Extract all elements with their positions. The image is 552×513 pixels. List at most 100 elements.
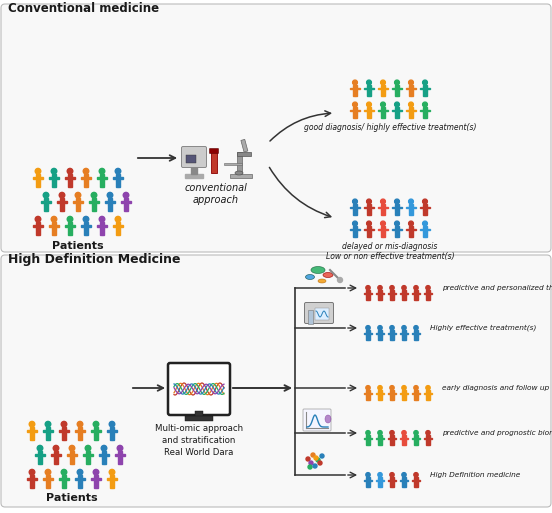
Bar <box>426 295 428 300</box>
Bar <box>378 435 381 441</box>
Bar <box>367 390 370 396</box>
Bar <box>104 225 107 227</box>
Bar <box>370 438 372 439</box>
Bar <box>395 91 397 96</box>
Bar <box>418 332 420 334</box>
Bar <box>83 455 86 456</box>
Bar <box>110 205 112 211</box>
Bar <box>406 229 409 230</box>
Bar <box>230 174 252 178</box>
Bar <box>41 201 44 203</box>
Bar <box>76 205 78 211</box>
Bar <box>425 113 427 118</box>
Bar <box>406 88 409 89</box>
Bar <box>388 332 390 334</box>
Circle shape <box>378 326 382 330</box>
Bar <box>78 482 79 488</box>
Bar <box>378 396 380 400</box>
Bar <box>185 174 203 178</box>
Bar <box>425 210 427 215</box>
Bar <box>392 483 394 487</box>
Text: predictive and prognostic biomarkers: predictive and prognostic biomarkers <box>442 430 552 436</box>
Bar <box>126 205 128 211</box>
Bar <box>107 430 110 432</box>
Bar <box>392 396 394 400</box>
Bar <box>421 229 423 230</box>
Bar <box>368 336 370 340</box>
Circle shape <box>59 192 65 198</box>
Bar <box>124 198 128 205</box>
Bar <box>367 107 371 113</box>
Bar <box>116 182 118 187</box>
Bar <box>385 229 388 230</box>
Bar <box>411 91 413 96</box>
Bar <box>367 336 368 340</box>
Bar <box>409 107 413 113</box>
Circle shape <box>309 461 313 465</box>
Bar <box>94 205 96 211</box>
Bar <box>400 392 402 394</box>
Bar <box>402 336 404 340</box>
Bar <box>26 430 30 432</box>
Bar <box>390 396 392 400</box>
Circle shape <box>366 386 370 390</box>
Bar <box>416 295 418 300</box>
Bar <box>368 295 370 300</box>
Bar <box>100 229 102 235</box>
Bar <box>404 396 406 400</box>
Bar <box>369 91 371 96</box>
Bar <box>30 435 31 440</box>
Bar <box>415 441 416 445</box>
Bar <box>82 430 85 432</box>
Bar <box>400 292 402 294</box>
Bar <box>110 475 114 482</box>
Bar <box>402 477 406 483</box>
Bar <box>388 480 390 481</box>
Circle shape <box>91 192 97 198</box>
Circle shape <box>381 199 385 204</box>
Bar <box>381 226 385 232</box>
Bar <box>57 201 60 203</box>
Bar <box>428 441 429 445</box>
Bar <box>412 480 415 481</box>
Bar <box>397 91 399 96</box>
Bar <box>364 292 367 294</box>
Circle shape <box>101 445 107 451</box>
Bar <box>367 85 371 91</box>
Bar <box>42 455 45 456</box>
Circle shape <box>85 445 91 451</box>
Bar <box>353 85 357 91</box>
Bar <box>78 205 80 211</box>
Bar <box>406 480 408 481</box>
Bar <box>370 392 372 394</box>
Bar <box>394 480 396 481</box>
Circle shape <box>93 469 99 475</box>
Bar <box>385 207 388 208</box>
Bar <box>68 182 70 187</box>
Bar <box>367 232 369 237</box>
Circle shape <box>395 221 400 226</box>
Bar <box>364 332 367 334</box>
Bar <box>36 174 40 182</box>
Bar <box>94 435 95 440</box>
Bar <box>351 229 353 230</box>
Circle shape <box>426 386 430 390</box>
Circle shape <box>402 286 406 290</box>
Bar <box>371 229 374 230</box>
Bar <box>390 290 394 295</box>
Circle shape <box>423 221 427 226</box>
Bar <box>54 182 56 187</box>
Bar <box>388 392 390 394</box>
Bar <box>378 295 380 300</box>
Bar <box>395 210 397 215</box>
Bar <box>406 392 408 394</box>
Bar <box>367 91 369 96</box>
Bar <box>50 478 54 480</box>
Ellipse shape <box>323 272 333 278</box>
Bar <box>60 198 64 205</box>
Bar <box>368 483 370 487</box>
Text: predictive and personalized therapy: predictive and personalized therapy <box>442 285 552 291</box>
Circle shape <box>109 469 115 475</box>
Bar <box>353 113 355 118</box>
Bar <box>423 226 427 232</box>
